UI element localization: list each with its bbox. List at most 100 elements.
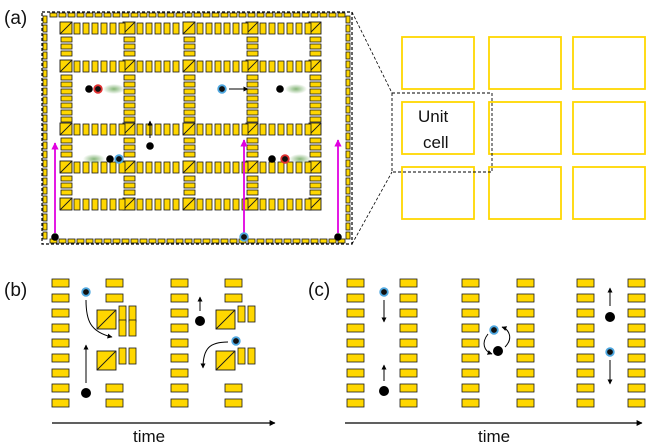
- electrode-pad: [627, 293, 646, 303]
- electrode-pad: [82, 198, 90, 211]
- electrode-pad: [196, 198, 204, 211]
- electrode-pad: [123, 116, 136, 123]
- unit-cell-outline: [391, 92, 493, 173]
- panel-b-ions: [81, 287, 241, 398]
- electrode-pad: [100, 161, 108, 174]
- electrode-pad: [309, 144, 322, 151]
- electrode-pad: [246, 102, 259, 109]
- electrode-pad: [224, 278, 243, 288]
- electrode-pad: [172, 123, 180, 136]
- electrode-pad: [123, 189, 136, 196]
- electrode-pad: [60, 116, 73, 123]
- electrode-pad: [154, 123, 162, 136]
- electrode-pad: [42, 204, 48, 213]
- electrode-pad: [183, 116, 196, 123]
- electrode-pad: [256, 12, 265, 18]
- junction-electrode: [215, 350, 236, 371]
- electrode-pad: [229, 12, 238, 18]
- electrode-pad: [295, 123, 303, 136]
- electrode-pad: [42, 42, 48, 51]
- electrode-pad: [277, 22, 285, 35]
- electrode-pad: [399, 308, 418, 318]
- electrode-pad: [100, 123, 108, 136]
- electrode-pad: [292, 12, 301, 18]
- electrode-pad: [42, 141, 48, 150]
- electrode-pad: [627, 398, 646, 408]
- electrode-pad: [60, 74, 73, 81]
- electrode-pad: [42, 51, 48, 60]
- electrode-pad: [85, 238, 94, 244]
- electrode-pad: [309, 109, 322, 116]
- electrode-pad: [202, 238, 211, 244]
- electrode-pad: [60, 189, 73, 196]
- electrode-pad: [301, 12, 310, 18]
- electrode-pad: [246, 137, 259, 144]
- junction-split: [182, 21, 196, 35]
- zoom-line-bottom: [351, 171, 393, 245]
- electrode-pad: [283, 12, 292, 18]
- electrode-pad: [309, 74, 322, 81]
- electrode-pad: [345, 186, 351, 195]
- electrode-pad: [172, 161, 180, 174]
- electrode-pad: [163, 198, 171, 211]
- electrode-pad: [121, 12, 130, 18]
- electrode-pad: [193, 238, 202, 244]
- electrode-pad: [123, 137, 136, 144]
- electrode-pad: [148, 12, 157, 18]
- electrode-pad: [130, 238, 139, 244]
- electrode-pad: [112, 12, 121, 18]
- electrode-pad: [51, 338, 70, 348]
- electrode-pad: [82, 22, 90, 35]
- electrode-pad: [286, 60, 294, 73]
- electrode-pad: [345, 132, 351, 141]
- electrode-pad: [202, 12, 211, 18]
- electrode-pad: [136, 22, 144, 35]
- electrode-pad: [109, 60, 117, 73]
- electrode-pad: [85, 12, 94, 18]
- electrode-pad: [42, 150, 48, 159]
- electrode-pad: [42, 78, 48, 87]
- junction-split: [96, 350, 117, 371]
- unit-cell-label-line2: cell: [423, 133, 449, 152]
- electrode-pad: [157, 12, 166, 18]
- electrode-pad: [170, 368, 189, 378]
- electrode-pad: [103, 238, 112, 244]
- electrode-pad: [170, 278, 189, 288]
- electrode-pad: [183, 102, 196, 109]
- ion-dark: [268, 155, 276, 163]
- electrode-pad: [145, 22, 153, 35]
- electrode-pad: [277, 198, 285, 211]
- electrode-pad: [399, 338, 418, 348]
- electrode-pad: [247, 305, 256, 323]
- electrode-pad: [627, 338, 646, 348]
- electrode-pad: [286, 123, 294, 136]
- electrode-pad: [328, 238, 337, 244]
- electrode-pad: [42, 15, 48, 24]
- electrode-pad: [246, 175, 259, 182]
- ion-blue: [239, 232, 249, 242]
- electrode-pad: [58, 238, 67, 244]
- electrode-pad: [345, 69, 351, 78]
- electrode-pad: [184, 12, 193, 18]
- electrode-pad: [223, 60, 231, 73]
- electrode-pad: [265, 238, 274, 244]
- electrode-pad: [105, 398, 124, 408]
- electrode-pad: [277, 60, 285, 73]
- electrode-pad: [304, 198, 312, 211]
- electrode-pad: [268, 22, 276, 35]
- electrode-pad: [166, 12, 175, 18]
- zoom-region-outline: [41, 11, 353, 245]
- electrode-pad: [73, 198, 81, 211]
- unit-cell-outline: [488, 101, 562, 155]
- ion-dark: [605, 312, 615, 322]
- electrode-pad: [196, 123, 204, 136]
- electrode-pad: [345, 96, 351, 105]
- electrode-pad: [345, 141, 351, 150]
- electrode-pad: [91, 123, 99, 136]
- electrode-pad: [73, 60, 81, 73]
- panel-b-electrodes: [51, 278, 256, 408]
- electrode-pad: [295, 198, 303, 211]
- electrode-pad: [461, 353, 480, 363]
- electrode-pad: [576, 338, 595, 348]
- ion-dark: [379, 386, 389, 396]
